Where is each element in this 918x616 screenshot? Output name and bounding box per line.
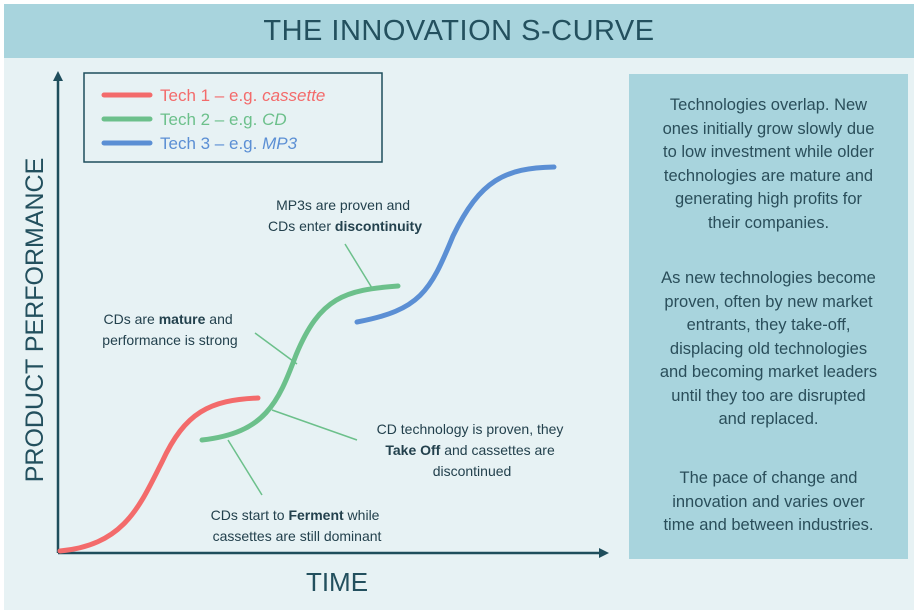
text-line: The pace of change and [679, 469, 858, 487]
legend-box [83, 72, 383, 163]
annotation-mature: CDs are mature and performance is strong [102, 311, 237, 348]
leader-line-discontinuity [344, 243, 373, 289]
explanation-paragraph: Technologies overlap. New ones initially… [629, 94, 908, 235]
leader-line-ferment [227, 439, 263, 496]
legend-entry-tech1: Tech 1 – e.g. cassette [160, 86, 325, 105]
text-line: time and between industries. [663, 516, 874, 534]
explanation-panel: Technologies overlap. New ones initially… [629, 74, 908, 559]
x-axis-label: TIME [306, 567, 368, 597]
text-line: proven, often by new market [664, 292, 873, 311]
legend-entry-tech3: Tech 3 – e.g. MP3 [160, 134, 298, 153]
text-line: to low investment while older [663, 143, 874, 161]
legend-entry-tech2: Tech 2 – e.g. CD [160, 110, 287, 129]
curve-tech3 [354, 164, 557, 325]
text-line: and replaced. [718, 410, 819, 428]
curve-tech1 [57, 395, 261, 554]
text-line: ones initially grow slowly due [662, 119, 875, 138]
text-line: As new technologies become [661, 269, 876, 287]
annotation-takeoff: CD technology is proven, they Take Off a… [377, 421, 568, 479]
text-line: Technologies overlap. New [669, 96, 868, 114]
explanation-paragraph: As new technologies become proven, often… [629, 267, 908, 432]
text-line: their companies. [707, 213, 830, 232]
text-line: entrants, they take-off, [686, 316, 851, 334]
annotation-ferment: CDs start to Ferment while cassettes are… [211, 507, 384, 544]
text-line: generating high profits for [674, 190, 863, 208]
curve-tech2 [199, 283, 401, 443]
text-line: displacing old technologies [669, 339, 868, 358]
title-bar: THE INNOVATION S-CURVE [4, 4, 914, 58]
explanation-paragraph: The pace of change and innovation and va… [629, 467, 908, 538]
annotation-discontinuity: MP3s are proven and CDs enter discontinu… [268, 197, 422, 234]
page-title: THE INNOVATION S-CURVE [263, 14, 655, 47]
leader-line-mature [254, 332, 298, 365]
text-line: and becoming market leaders [659, 363, 878, 381]
text-line: technologies are mature and [663, 166, 874, 185]
text-line: innovation and varies over [672, 492, 865, 511]
leader-line-takeoff [271, 409, 358, 441]
text-line: until they too are disrupted [671, 386, 866, 405]
y-axis-label: PRODUCT PERFORMANCE [21, 158, 49, 483]
